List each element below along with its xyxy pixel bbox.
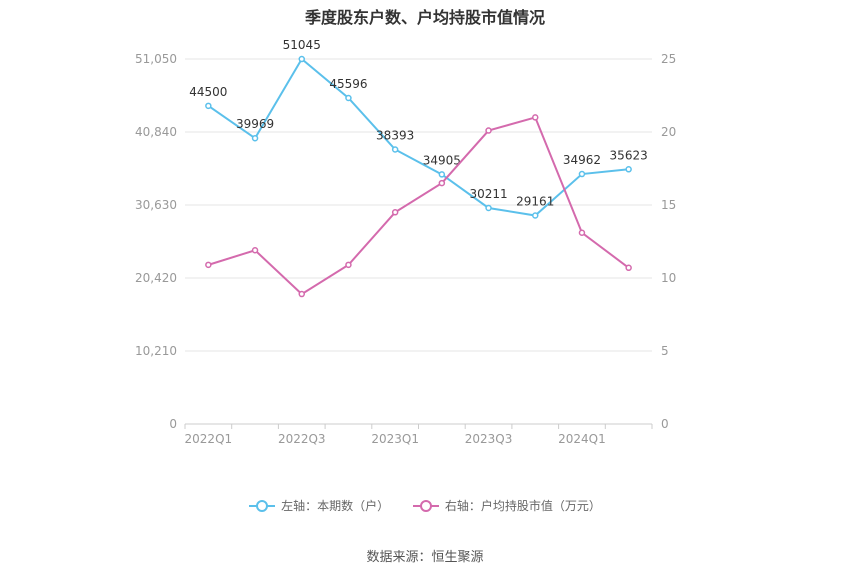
legend-swatch-left: [249, 499, 276, 512]
x-axis-tick-label: 2023Q1: [371, 432, 419, 446]
legend-item-right-series[interactable]: 右轴：户均持股市值（万元）: [412, 497, 601, 514]
data-point-left: [625, 166, 632, 173]
right-axis-tick-label: 25: [661, 52, 676, 66]
data-point-right: [251, 247, 259, 254]
data-point-left: [251, 134, 259, 142]
data-point-right: [438, 179, 446, 187]
x-axis-tick-label: 2023Q3: [465, 432, 513, 446]
x-axis-tick-label: 2022Q3: [278, 432, 326, 446]
right-axis-tick-label: 20: [661, 125, 676, 139]
chart-title: 季度股东户数、户均持股市值情况: [304, 8, 545, 27]
left-axis-tick-label: 10,210: [135, 344, 177, 358]
legend-item-left-series[interactable]: 左轴：本期数（户）: [249, 497, 389, 514]
data-label: 51045: [283, 38, 321, 52]
data-point-right: [532, 114, 539, 121]
data-point-right: [345, 261, 352, 269]
data-point-right: [578, 229, 586, 236]
series-line-right: [208, 116, 630, 296]
data-source: 数据来源：恒生聚源: [366, 550, 484, 565]
data-point-right: [391, 209, 399, 216]
series-line-left: [207, 57, 629, 217]
left-axis-tick-label: 20,420: [135, 271, 177, 285]
right-axis-tick-label: 5: [661, 344, 669, 358]
data-point-right: [205, 261, 212, 269]
left-axis-tick-label: 40,840: [135, 125, 177, 139]
data-point-left: [485, 204, 492, 212]
legend-label-right: 右轴：户均持股市值（万元）: [444, 499, 601, 513]
data-label: 44500: [189, 85, 227, 99]
data-label: 45596: [329, 77, 367, 91]
legend-swatch-right: [412, 499, 439, 512]
data-label: 30211: [469, 187, 507, 201]
left-axis-tick-label: 30,630: [135, 198, 177, 212]
data-point-right: [485, 127, 492, 134]
data-label: 39969: [236, 117, 274, 131]
data-point-left: [298, 55, 305, 63]
data-label: 35623: [610, 148, 648, 162]
right-axis-tick-label: 15: [661, 198, 676, 212]
data-point-left: [532, 212, 539, 219]
data-point-left: [578, 170, 586, 178]
data-point-left: [438, 171, 446, 178]
data-point-left: [345, 94, 352, 102]
left-axis-tick-label: 51,050: [135, 52, 177, 66]
data-point-left: [391, 146, 399, 153]
data-label: 34962: [563, 153, 601, 167]
data-point-right: [625, 264, 632, 272]
data-label: 29161: [516, 195, 554, 209]
x-axis-tick-label: 2024Q1: [558, 432, 606, 446]
left-axis-tick-label: 0: [169, 417, 177, 431]
legend-label-left: 左轴：本期数（户）: [281, 499, 390, 513]
right-axis-tick-label: 0: [661, 417, 669, 431]
data-label: 38393: [376, 128, 414, 142]
data-label: 34905: [423, 153, 461, 167]
data-point-left: [205, 102, 212, 110]
right-axis-tick-label: 10: [661, 271, 676, 285]
x-axis-tick-label: 2022Q1: [185, 432, 233, 446]
legend: 左轴：本期数（户） 右轴：户均持股市值（万元）: [0, 497, 850, 516]
data-point-right: [298, 290, 305, 298]
